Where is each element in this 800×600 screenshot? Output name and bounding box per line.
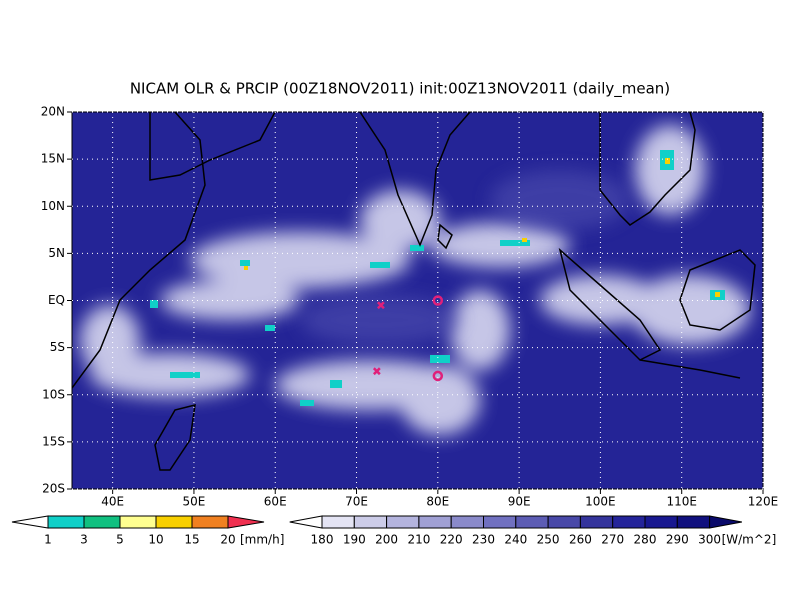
x-tick-label: 60E — [264, 495, 287, 509]
colorbar-label: 10 — [148, 533, 163, 547]
x-tick-label: 100E — [585, 495, 616, 509]
colorbar-label: 280 — [634, 533, 657, 547]
y-tick-label: 10N — [41, 199, 65, 213]
colorbar-label: 1 — [44, 533, 52, 547]
colorbar-label: 200 — [375, 533, 398, 547]
colorbar-segment — [11, 515, 49, 529]
colorbar-segment — [418, 515, 452, 529]
y-tick-label: 20N — [41, 105, 65, 119]
colorbar-label: 290 — [666, 533, 689, 547]
colorbar-label: 260 — [569, 533, 592, 547]
colorbar-segment — [676, 515, 711, 529]
colorbar-label: 3 — [80, 533, 88, 547]
map-title: NICAM OLR & PRCIP (00Z18NOV2011) init:00… — [130, 80, 670, 99]
colorbar-segment — [353, 515, 388, 529]
colorbar-segment — [119, 515, 157, 529]
colorbar-label: 240 — [504, 533, 527, 547]
colorbar-unit: [mm/h] — [240, 533, 284, 547]
colorbar-label: 250 — [537, 533, 560, 547]
colorbar-label: 300 — [698, 533, 721, 547]
colorbar-label: 190 — [343, 533, 366, 547]
x-tick-label: 40E — [101, 495, 124, 509]
x-tick-label: 110E — [666, 495, 697, 509]
y-tick-label: EQ — [48, 293, 65, 307]
colorbar-label: 220 — [440, 533, 463, 547]
colorbar-label: 20 — [220, 533, 235, 547]
colorbar-segment — [83, 515, 121, 529]
colorbar-segment — [155, 515, 193, 529]
x-tick-label: 70E — [345, 495, 368, 509]
colorbar-unit: [W/m^2] — [722, 533, 777, 547]
marker — [432, 295, 444, 306]
x-tick-label: 120E — [748, 495, 779, 509]
colorbar-label: 270 — [601, 533, 624, 547]
y-tick-label: 10S — [42, 387, 65, 401]
colorbar-label: 180 — [311, 533, 334, 547]
y-tick-label: 15S — [42, 434, 65, 448]
x-tick-label: 80E — [426, 495, 449, 509]
x-tick-label: 50E — [183, 495, 206, 509]
colorbar-segment — [289, 515, 323, 529]
colorbar-segment — [709, 515, 742, 529]
colorbar-label: 210 — [407, 533, 430, 547]
colorbar-segment — [644, 515, 678, 529]
colorbar-segment — [191, 515, 229, 529]
y-tick-label: 5S — [50, 340, 65, 354]
colorbar-segment — [386, 515, 420, 529]
colorbar-segment — [450, 515, 484, 529]
colorbar-label: 230 — [472, 533, 495, 547]
colorbar-segment — [612, 515, 646, 529]
colorbar-segment — [579, 515, 614, 529]
y-tick-label: 15N — [41, 152, 65, 166]
colorbar-segment — [483, 515, 517, 529]
marker — [372, 367, 381, 376]
colorbar-segment — [515, 515, 549, 529]
colorbar-segment — [321, 515, 355, 529]
colorbar-segment — [47, 515, 85, 529]
marker — [432, 370, 444, 382]
colorbar-segment — [547, 515, 581, 529]
marker — [377, 301, 385, 310]
y-tick-label: 5N — [48, 246, 65, 260]
colorbar-label: 15 — [184, 533, 199, 547]
y-tick-label: 20S — [42, 482, 65, 496]
colorbar-segment — [227, 515, 265, 529]
colorbar-label: 5 — [116, 533, 124, 547]
x-tick-label: 90E — [508, 495, 531, 509]
